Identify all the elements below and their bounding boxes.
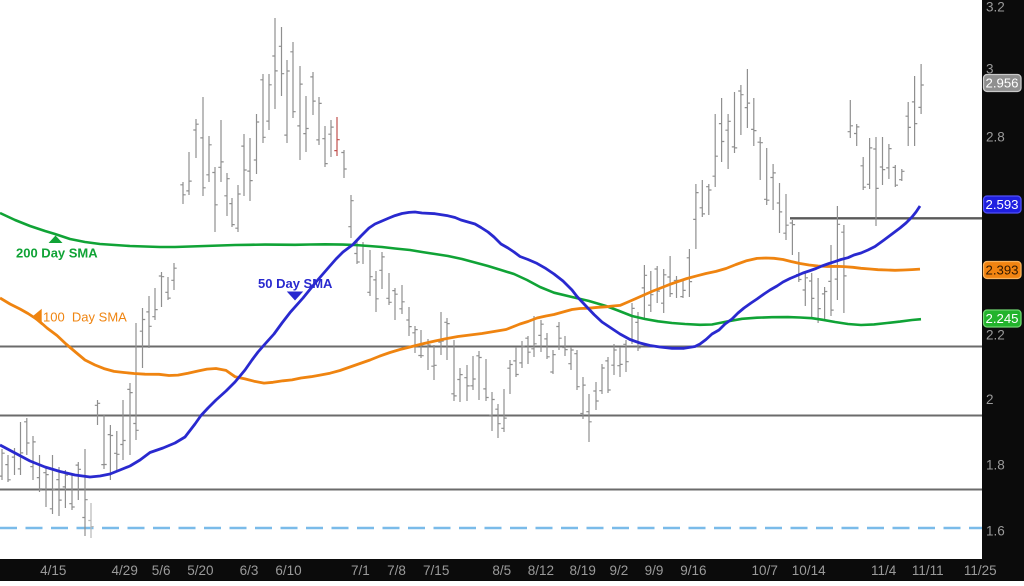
svg-text:9/16: 9/16 xyxy=(680,563,706,578)
svg-text:6/3: 6/3 xyxy=(240,563,259,578)
svg-text:2.956: 2.956 xyxy=(985,76,1018,91)
svg-text:4/29: 4/29 xyxy=(112,563,138,578)
svg-text:11/11: 11/11 xyxy=(912,563,944,578)
svg-text:6/10: 6/10 xyxy=(275,563,301,578)
svg-text:100 Day SMA: 100 Day SMA xyxy=(43,310,127,325)
svg-text:2.2: 2.2 xyxy=(986,328,1005,343)
svg-text:5/20: 5/20 xyxy=(187,563,213,578)
svg-text:7/1: 7/1 xyxy=(351,563,370,578)
svg-text:8/19: 8/19 xyxy=(570,563,596,578)
svg-text:7/8: 7/8 xyxy=(387,563,406,578)
svg-text:2.8: 2.8 xyxy=(986,130,1005,145)
svg-text:2.245: 2.245 xyxy=(985,311,1018,326)
svg-text:1.8: 1.8 xyxy=(986,458,1005,473)
svg-text:3: 3 xyxy=(986,62,994,77)
svg-text:10/7: 10/7 xyxy=(752,563,778,578)
svg-text:2: 2 xyxy=(986,392,994,407)
svg-text:2.393: 2.393 xyxy=(985,263,1018,278)
svg-text:8/12: 8/12 xyxy=(528,563,554,578)
svg-text:11/4: 11/4 xyxy=(871,563,897,578)
svg-text:7/15: 7/15 xyxy=(423,563,449,578)
svg-text:5/6: 5/6 xyxy=(152,563,171,578)
svg-text:4/15: 4/15 xyxy=(40,563,66,578)
svg-text:1.6: 1.6 xyxy=(986,524,1005,539)
svg-text:11/25: 11/25 xyxy=(964,563,997,578)
svg-text:3.2: 3.2 xyxy=(986,0,1005,15)
svg-text:9/9: 9/9 xyxy=(645,563,664,578)
svg-text:200 Day SMA: 200 Day SMA xyxy=(16,246,98,261)
svg-text:10/14: 10/14 xyxy=(792,563,826,578)
svg-text:9/2: 9/2 xyxy=(610,563,629,578)
svg-text:8/5: 8/5 xyxy=(492,563,511,578)
svg-text:50 Day SMA: 50 Day SMA xyxy=(258,276,333,291)
svg-text:2.593: 2.593 xyxy=(985,197,1018,212)
